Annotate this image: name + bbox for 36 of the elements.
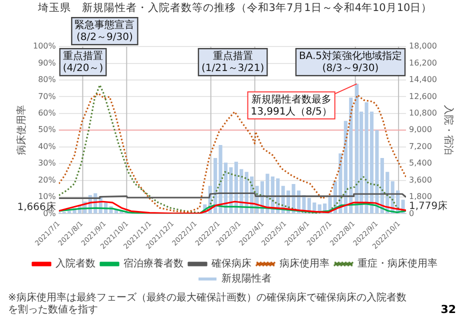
y2-tick-label: 1,800 bbox=[409, 192, 432, 202]
legend-label: 宿泊療養者数 bbox=[124, 258, 184, 270]
y2-tick-label: 5,400 bbox=[409, 158, 432, 168]
y-tick-label: 60% bbox=[38, 108, 56, 118]
legend-label: 病床使用率 bbox=[280, 258, 330, 270]
y-tick-label: 100% bbox=[32, 42, 56, 51]
y2-tick-label: 10,800 bbox=[409, 108, 438, 118]
y2-tick-label: 18,000 bbox=[409, 42, 438, 51]
legend-label: 確保病床 bbox=[210, 258, 252, 270]
y2-tick-label: 9,000 bbox=[409, 125, 432, 134]
y-tick-label: 40% bbox=[38, 142, 56, 151]
ref-line-label: 緊急事態宣言 (8/2～9/30) bbox=[74, 19, 135, 44]
annotation: 重点措置 (4/20～) bbox=[62, 50, 104, 74]
text: ※病床使用率は最終フェーズ（最終の最大確保計画数）の確保病床で確保病床の入院者数を割った数値を指す bbox=[8, 292, 406, 316]
legend-label: 新規陽性者 bbox=[222, 272, 272, 285]
y-tick-label: 90% bbox=[38, 58, 56, 68]
text: 32 bbox=[440, 302, 456, 316]
y2-tick-label: 3,600 bbox=[409, 175, 432, 184]
y-tick-label: 50% bbox=[38, 125, 56, 134]
y2-tick-label: 14,400 bbox=[409, 75, 438, 84]
ref-line-label: 重点措置 (1/21～3/21) bbox=[201, 50, 264, 74]
y2-tick-label: 7,200 bbox=[409, 142, 432, 151]
y-tick-label: 20% bbox=[38, 175, 56, 184]
y2-tick-label: 16,200 bbox=[409, 58, 438, 68]
y2-tick-label: 12,600 bbox=[409, 92, 438, 101]
chart-title: 埼玉県 新規陽性者・入院者数等の推移（令和3年7月1日～令和4年10月10日） bbox=[36, 1, 432, 14]
y-tick-label: 10% bbox=[38, 192, 56, 202]
legend-label: 入院者数 bbox=[56, 258, 96, 270]
y-tick-label: 30% bbox=[38, 158, 56, 168]
y2-axis-title: 入院・宿泊 bbox=[442, 105, 454, 156]
y-tick-label: 70% bbox=[38, 92, 56, 101]
data-label: 新規陽性者数最多 13,991人（8/5） bbox=[250, 93, 332, 118]
legend-label: 重症・病床使用率 bbox=[358, 258, 438, 270]
ref-line-label: BA.5対策強化地域指定 (8/3～9/30) bbox=[298, 50, 402, 74]
y-tick-label: 80% bbox=[38, 75, 56, 84]
y-axis-title: 病床使用率 bbox=[16, 105, 28, 156]
